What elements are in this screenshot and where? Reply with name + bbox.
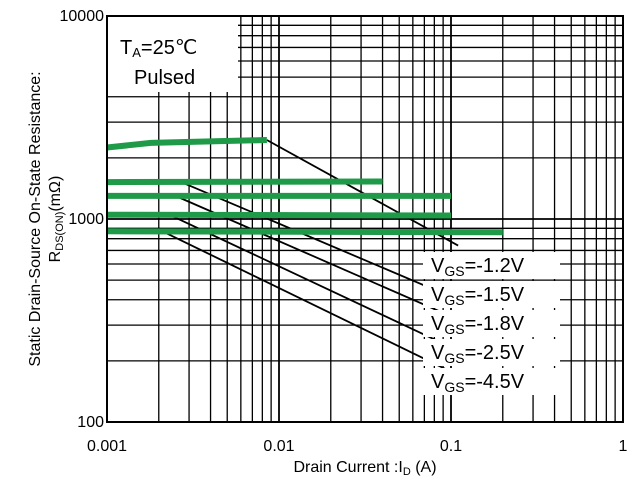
series-flat-line	[106, 211, 452, 219]
series-flat-line	[106, 137, 267, 151]
slope-lines	[162, 139, 459, 377]
series-slope-line	[168, 213, 459, 352]
series-label: VGS=-4.5V	[431, 371, 525, 395]
x-tick-labels: 0.001 0.01 0.1 1	[87, 438, 628, 455]
series-labels: VGS=-1.2V VGS=-1.5V VGS=-1.8V VGS=-2.5V VGS=…	[423, 252, 560, 395]
series-label-bg	[423, 339, 560, 366]
series-slope-line	[180, 181, 459, 301]
x-tick-label: 1	[619, 438, 628, 455]
x-tick-label: 0.1	[440, 438, 462, 455]
series-label: VGS=-2.5V	[431, 342, 525, 366]
series-label-bg	[423, 252, 560, 279]
series-slope-line	[266, 139, 459, 247]
condition-pulsed: Pulsed	[134, 67, 195, 89]
series-label-bg	[423, 310, 560, 337]
y-axis-label: Static Drain-Source On-State Resistance:…	[27, 71, 66, 366]
series-slope-line	[162, 230, 459, 377]
x-tick-label: 0.001	[87, 438, 127, 455]
y-tick-label: 100	[77, 414, 104, 431]
y-axis-label-line1: Static Drain-Source On-State Resistance:	[27, 71, 44, 366]
plot-frame	[106, 15, 624, 423]
y-tick-label: 10000	[60, 8, 105, 25]
condition-box: TA=25℃ Pulsed	[107, 16, 238, 92]
condition-temperature: TA=25℃	[120, 37, 197, 60]
y-tick-label: 1000	[68, 211, 104, 228]
series-label: VGS=-1.8V	[431, 313, 525, 337]
y-tick-labels: 10000 1000 100	[60, 8, 105, 431]
series-label-bg	[423, 368, 560, 395]
flat-lines	[106, 137, 503, 236]
series-label: VGS=-1.2V	[431, 255, 525, 279]
series-label-bg	[423, 281, 560, 308]
x-axis-label: Drain Current :ID (A)	[293, 459, 436, 478]
x-tick-label: 0.01	[263, 438, 294, 455]
y-axis-label-line2: RDS(ON)(mΩ)	[47, 176, 66, 263]
series-flat-line	[106, 228, 503, 236]
series-label: VGS=-1.5V	[431, 284, 525, 308]
series-flat-line	[106, 178, 383, 186]
